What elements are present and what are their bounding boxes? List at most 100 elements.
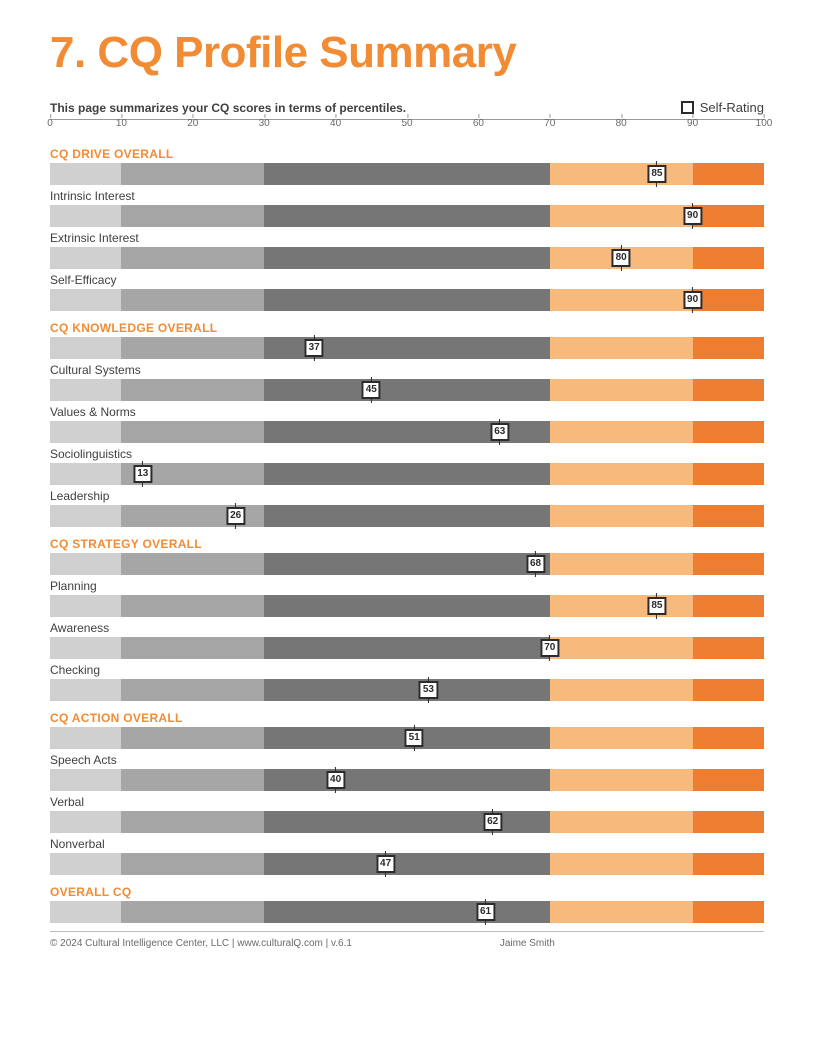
section-header-label: CQ KNOWLEDGE OVERALL (50, 321, 764, 335)
bar-band (264, 679, 550, 701)
axis-tick: 30 (259, 118, 270, 129)
row-label: Planning (50, 579, 764, 593)
bar-band (693, 853, 764, 875)
bar-band (693, 769, 764, 791)
bar-band (693, 289, 764, 311)
self-rating-marker: 45 (362, 381, 381, 399)
axis-tick: 40 (330, 118, 341, 129)
bar-band (264, 769, 550, 791)
bar-band (264, 505, 550, 527)
bar-band (121, 163, 264, 185)
bar-band (50, 337, 121, 359)
bar-band (50, 421, 121, 443)
percentile-bar: 85 (50, 163, 764, 185)
bar-band (50, 205, 121, 227)
bar-band (50, 727, 121, 749)
bar-band (121, 421, 264, 443)
bar-band (550, 337, 693, 359)
self-rating-marker: 51 (405, 729, 424, 747)
page-title: 7. CQ Profile Summary (50, 28, 764, 78)
bar-band (50, 811, 121, 833)
self-rating-marker: 37 (305, 339, 324, 357)
self-rating-marker: 40 (326, 771, 345, 789)
axis-tick: 100 (756, 118, 773, 129)
row-label: Values & Norms (50, 405, 764, 419)
bar-band (550, 637, 693, 659)
percentile-bar: 61 (50, 901, 764, 923)
bar-band (121, 379, 264, 401)
bar-band (50, 505, 121, 527)
bar-band (693, 379, 764, 401)
self-rating-marker: 80 (612, 249, 631, 267)
footer-name: Jaime Smith (500, 938, 764, 949)
bar-band (264, 853, 550, 875)
legend: Self-Rating (681, 100, 764, 115)
bar-band (693, 553, 764, 575)
bar-band (550, 289, 693, 311)
bar-band (550, 421, 693, 443)
section-header-label: CQ STRATEGY OVERALL (50, 537, 764, 551)
bar-band (693, 505, 764, 527)
subhead-row: This page summarizes your CQ scores in t… (50, 100, 764, 115)
bar-band (121, 637, 264, 659)
self-rating-marker: 90 (683, 291, 702, 309)
self-rating-marker: 53 (419, 681, 438, 699)
bar-band (693, 727, 764, 749)
percentile-axis: 0102030405060708090100 (50, 119, 764, 137)
percentile-bar: 53 (50, 679, 764, 701)
bar-band (121, 727, 264, 749)
axis-tick: 50 (401, 118, 412, 129)
bar-band (264, 553, 550, 575)
self-rating-marker: 47 (376, 855, 395, 873)
row-label: Checking (50, 663, 764, 677)
percentile-bar: 90 (50, 205, 764, 227)
bar-band (693, 463, 764, 485)
percentile-bar: 70 (50, 637, 764, 659)
bar-band (121, 553, 264, 575)
axis-tick: 70 (544, 118, 555, 129)
bar-band (550, 379, 693, 401)
bar-band (50, 379, 121, 401)
row-label: Verbal (50, 795, 764, 809)
bar-band (121, 901, 264, 923)
bar-band (264, 289, 550, 311)
self-rating-marker: 85 (647, 165, 666, 183)
bar-band (121, 247, 264, 269)
bar-band (550, 505, 693, 527)
bar-band (121, 289, 264, 311)
row-label: Cultural Systems (50, 363, 764, 377)
bar-band (264, 379, 550, 401)
percentile-bar: 13 (50, 463, 764, 485)
self-rating-marker: 90 (683, 207, 702, 225)
self-rating-marker: 63 (490, 423, 509, 441)
bar-band (50, 463, 121, 485)
section-header-label: CQ ACTION OVERALL (50, 711, 764, 725)
axis-tick: 0 (47, 118, 53, 129)
percentile-bar: 63 (50, 421, 764, 443)
bar-band (550, 205, 693, 227)
page-footer: © 2024 Cultural Intelligence Center, LLC… (50, 931, 764, 949)
bar-band (550, 901, 693, 923)
bar-band (121, 811, 264, 833)
bar-band (121, 595, 264, 617)
percentile-bar: 90 (50, 289, 764, 311)
row-label: Nonverbal (50, 837, 764, 851)
percentile-bar: 45 (50, 379, 764, 401)
axis-tick: 80 (616, 118, 627, 129)
bar-band (550, 463, 693, 485)
subhead-text: This page summarizes your CQ scores in t… (50, 101, 406, 115)
self-rating-marker: 13 (133, 465, 152, 483)
bar-band (693, 637, 764, 659)
bar-band (264, 637, 550, 659)
percentile-bar: 68 (50, 553, 764, 575)
percentile-bar: 62 (50, 811, 764, 833)
bar-band (693, 205, 764, 227)
bar-band (693, 247, 764, 269)
bar-band (50, 769, 121, 791)
bar-band (264, 247, 550, 269)
bar-band (264, 163, 550, 185)
percentile-bar: 80 (50, 247, 764, 269)
percentile-bar: 26 (50, 505, 764, 527)
bar-band (264, 901, 550, 923)
bar-band (50, 901, 121, 923)
